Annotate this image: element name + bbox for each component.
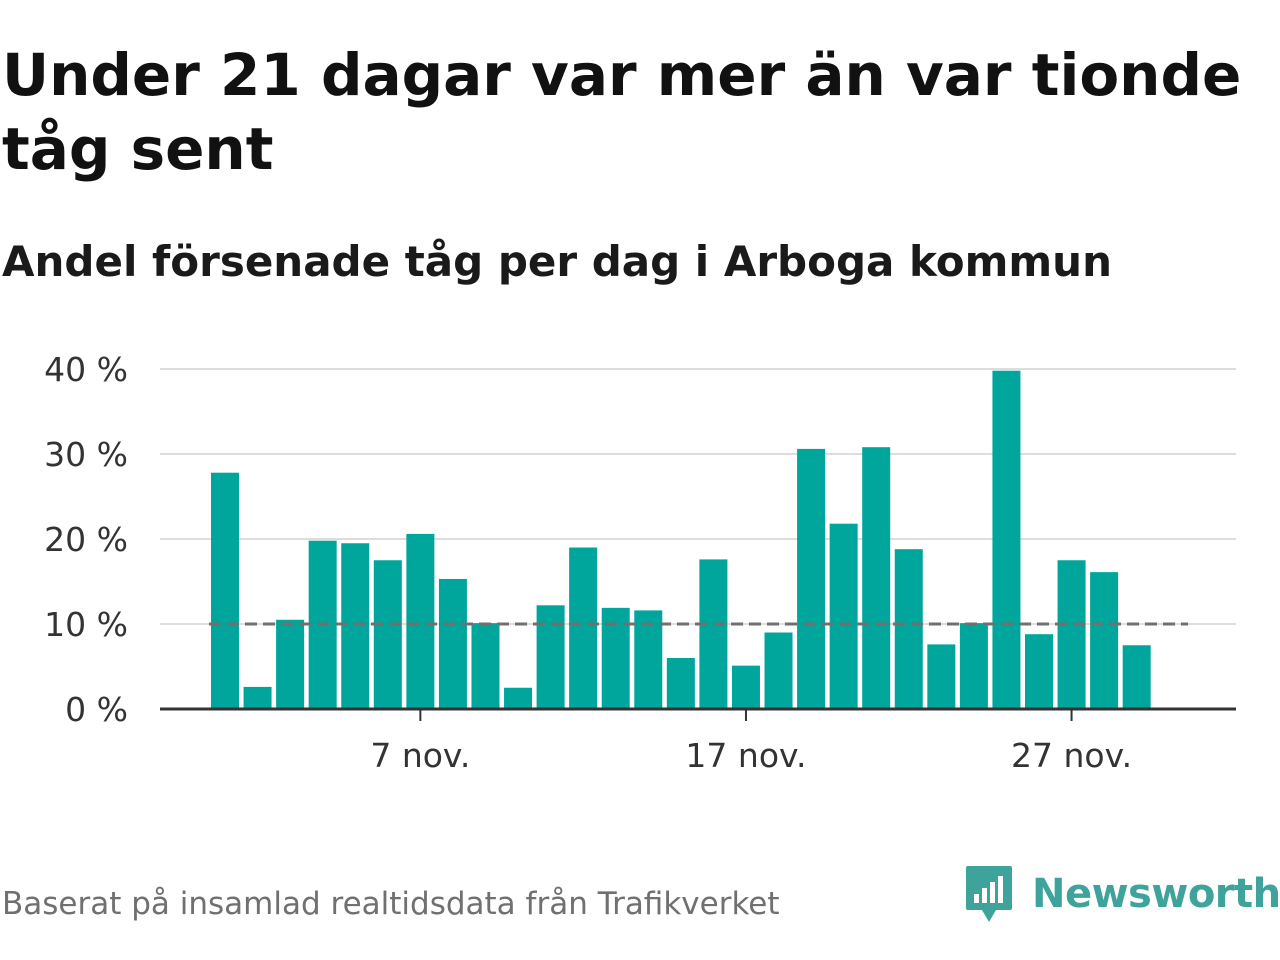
bar: 12 nov.: 19 [569, 547, 598, 709]
bar-chart: 0 % 10 % 20 % 30 % 40 % 1 nov.: 27.82 nov.: … [44, 350, 1236, 775]
bar: 20 nov.: 21.8 [829, 523, 858, 709]
bar: 24 nov.: 10.1 [959, 623, 988, 709]
bar: 29 nov.: 7.5 [1122, 645, 1151, 709]
bar: 15 nov.: 6 [666, 658, 695, 709]
bar: 17 nov.: 5.1 [731, 665, 760, 709]
y-tick-label: 30 % [44, 435, 128, 474]
y-tick-label: 40 % [44, 350, 128, 389]
bar: 23 nov.: 7.6 [927, 644, 956, 709]
bar: 5 nov.: 19.5 [341, 543, 370, 709]
x-tick-label: 17 nov. [685, 736, 806, 775]
x-axis-tick-labels: 7 nov. 17 nov. 27 nov. [370, 709, 1132, 775]
chart-title: Under 21 dagar var mer än var tionde tåg… [2, 41, 1242, 183]
bars: 1 nov.: 27.82 nov.: 2.63 nov.: 10.54 nov… [211, 370, 1151, 709]
bar: 10 nov.: 2.5 [504, 687, 533, 709]
bar: 25 nov.: 39.8 [992, 370, 1021, 709]
bar: 21 nov.: 30.8 [862, 447, 891, 709]
newsworthy-logo-icon [966, 866, 1012, 922]
bar: 19 nov.: 30.6 [797, 448, 826, 709]
bar: 3 nov.: 10.5 [276, 619, 305, 709]
x-tick-label: 27 nov. [1011, 736, 1132, 775]
bar: 18 nov.: 9 [764, 632, 793, 709]
brand-logo: Newsworthy [964, 864, 1280, 924]
bar: 14 nov.: 11.6 [634, 610, 663, 709]
bar: 6 nov.: 17.5 [373, 560, 402, 709]
x-tick-label: 7 nov. [370, 736, 470, 775]
y-tick-label: 10 % [44, 605, 128, 644]
bar: 26 nov.: 8.8 [1025, 634, 1053, 709]
bar: 7 nov.: 20.6 [406, 533, 435, 709]
y-axis-tick-labels: 0 % 10 % 20 % 30 % 40 % [44, 350, 128, 729]
bar: 11 nov.: 12.2 [536, 605, 565, 709]
bar: 27 nov.: 17.5 [1057, 560, 1086, 709]
y-tick-label: 20 % [44, 520, 128, 559]
bar: 1 nov.: 27.8 [211, 472, 239, 709]
bar: 8 nov.: 15.3 [438, 578, 467, 709]
source-note: Baserat på insamlad realtidsdata från Tr… [2, 886, 780, 922]
bar: 9 nov.: 10.1 [471, 623, 500, 709]
brand-name: Newsworthy [1032, 871, 1280, 917]
bar: 16 nov.: 17.6 [699, 559, 728, 709]
chart-subtitle: Andel försenade tåg per dag i Arboga kom… [2, 237, 1112, 286]
bar: 2 nov.: 2.6 [243, 686, 272, 709]
y-tick-label: 0 % [65, 690, 128, 729]
bar: 22 nov.: 18.8 [894, 549, 923, 709]
bar: 28 nov.: 16.1 [1090, 572, 1119, 709]
